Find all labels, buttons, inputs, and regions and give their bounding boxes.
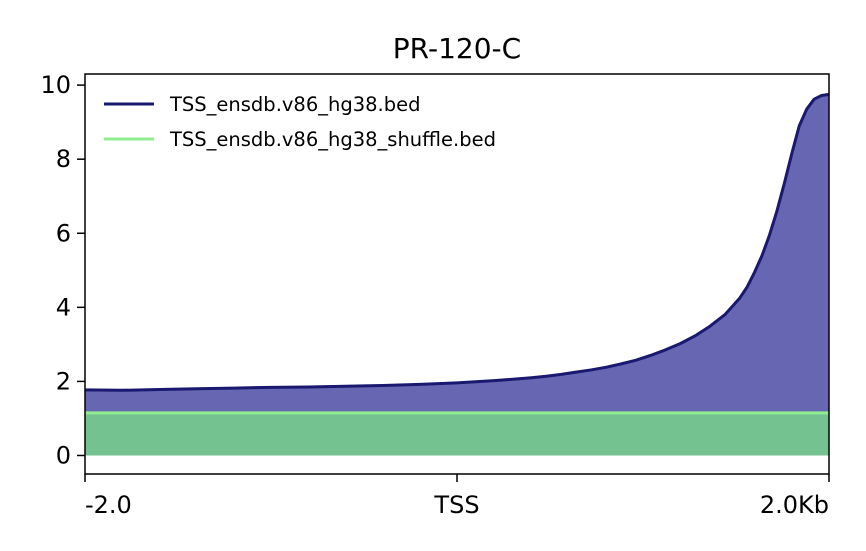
y-tick-label-4: 8 — [56, 145, 71, 173]
series-area-0 — [85, 94, 829, 456]
legend: TSS_ensdb.v86_hg38.bed TSS_ensdb.v86_hg3… — [104, 93, 496, 151]
y-tick-label-5: 10 — [40, 71, 71, 99]
x-axis: -2.0 TSS 2.0Kb — [84, 474, 830, 519]
y-tick-label-0: 0 — [56, 441, 71, 469]
legend-label-1: TSS_ensdb.v86_hg38_shuffle.bed — [169, 128, 496, 151]
series-line-0 — [84, 92, 830, 392]
x-tick-label-2: 2.0Kb — [760, 491, 829, 519]
legend-label-0: TSS_ensdb.v86_hg38.bed — [169, 93, 421, 116]
line-layer — [84, 92, 830, 415]
y-tick-label-3: 6 — [56, 219, 71, 247]
x-tick-label-1: TSS — [433, 491, 479, 519]
chart-title: PR-120-C — [393, 32, 521, 65]
series-area-1 — [85, 412, 829, 456]
y-tick-label-2: 4 — [56, 293, 71, 321]
x-tick-label-0: -2.0 — [85, 491, 132, 519]
area-layer — [85, 94, 829, 456]
y-axis: 0 2 4 6 8 10 — [40, 71, 85, 469]
y-tick-label-1: 2 — [56, 367, 71, 395]
